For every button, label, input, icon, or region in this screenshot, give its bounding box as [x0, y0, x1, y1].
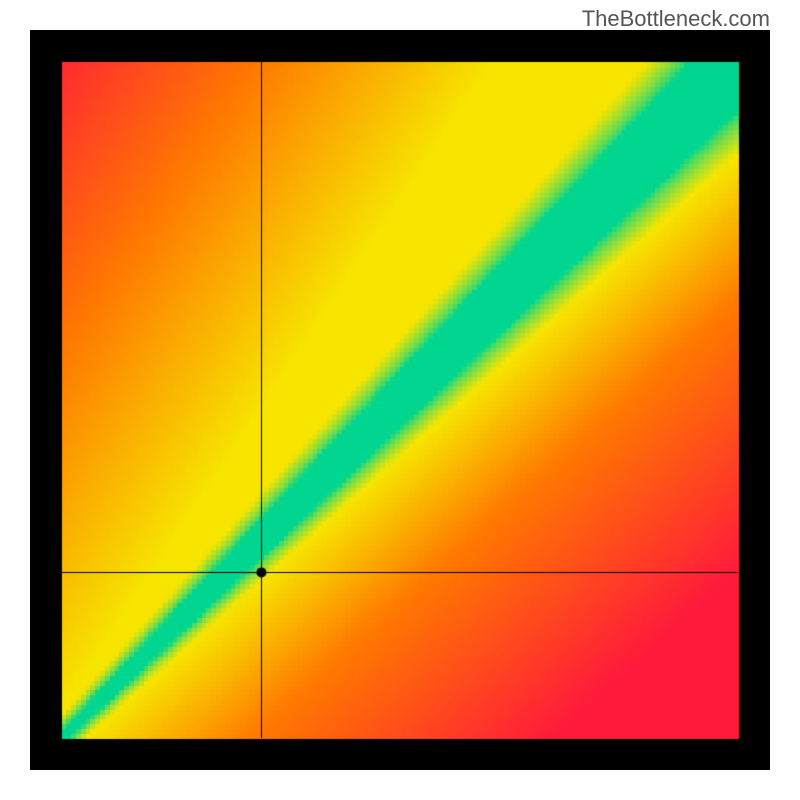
container: TheBottleneck.com	[0, 0, 800, 800]
chart-frame	[30, 30, 770, 770]
heatmap-canvas	[30, 30, 770, 770]
watermark-text: TheBottleneck.com	[582, 6, 770, 32]
